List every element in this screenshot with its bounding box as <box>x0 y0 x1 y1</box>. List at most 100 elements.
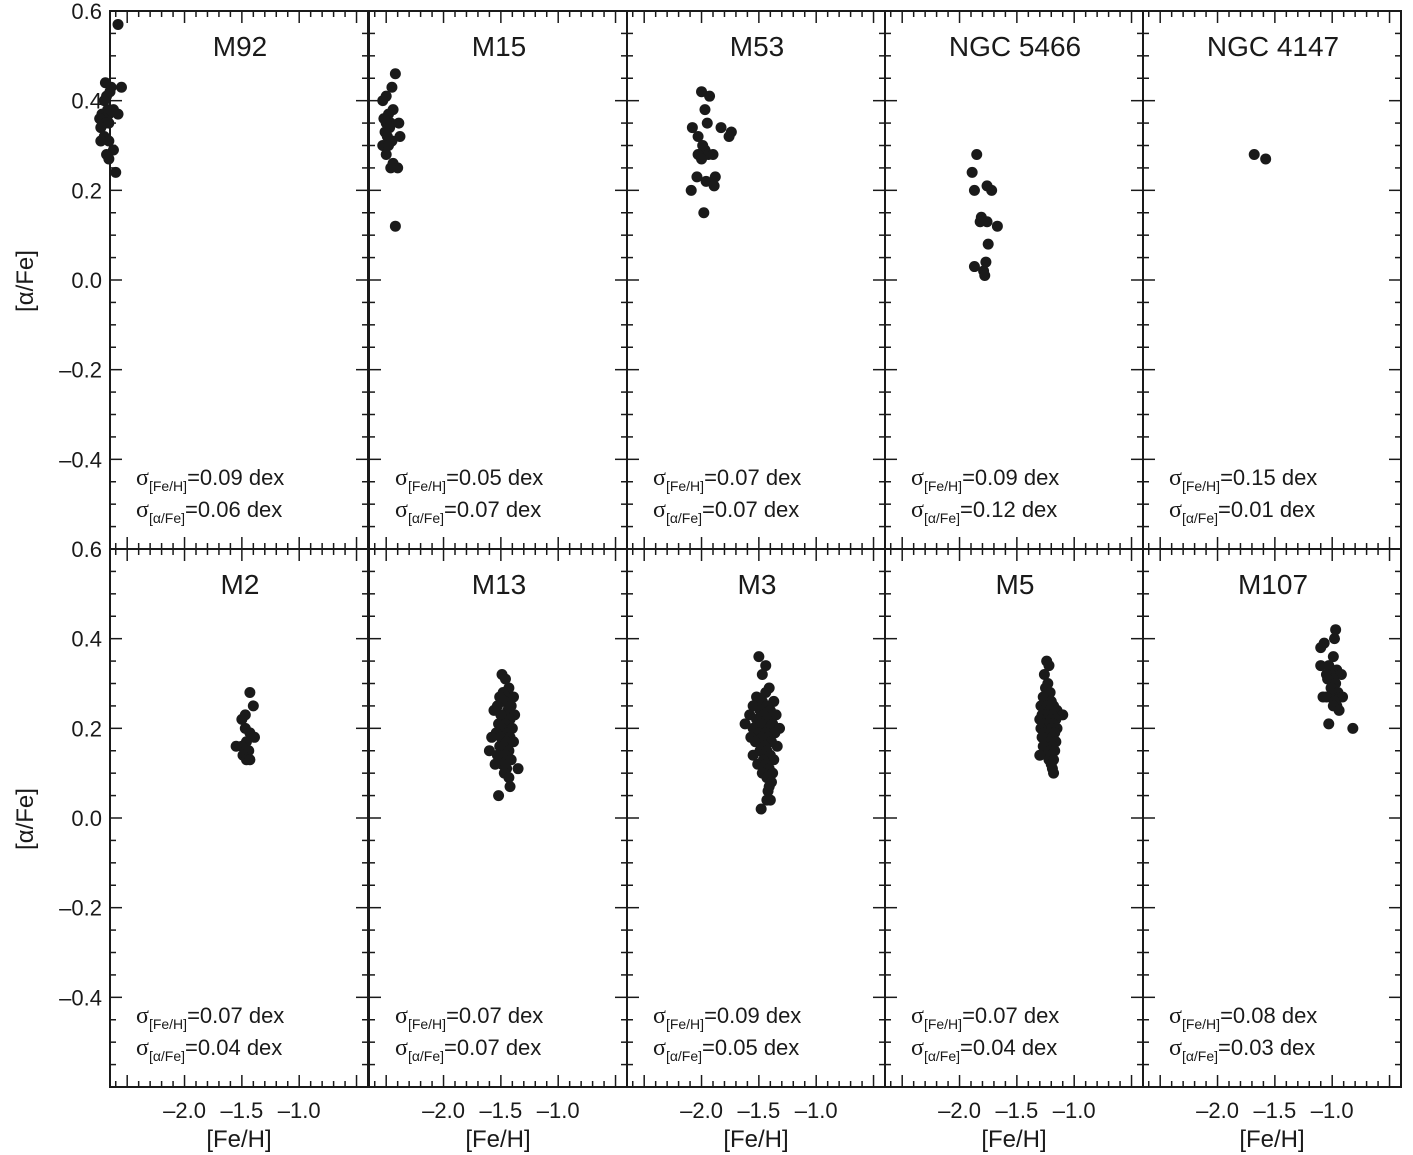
x-tick-label: –1.0 <box>537 1098 580 1123</box>
x-tick-label: –1.5 <box>220 1098 263 1123</box>
panel-title: NGC 4147 <box>1207 31 1339 62</box>
y-tick-label: –0.4 <box>59 447 102 472</box>
data-point <box>248 731 260 743</box>
data-point <box>103 153 115 165</box>
data-point <box>1335 669 1347 681</box>
data-point <box>979 270 991 282</box>
sigma-subscript: [α/Fe] <box>408 510 444 526</box>
sigma-value: =0.09 dex <box>962 465 1059 490</box>
sigma-value: =0.09 dex <box>187 465 284 490</box>
data-point <box>386 81 398 93</box>
panel-m5: –2.0 –1.5 –1.0[Fe/H]M5σ[Fe/H]=0.07 dexσ[α/… <box>884 548 1144 1153</box>
sigma-subscript: [Fe/H] <box>408 1016 446 1032</box>
x-tick-label: –2.0 <box>422 1098 465 1123</box>
data-point <box>756 669 768 681</box>
data-point <box>739 718 751 730</box>
data-point <box>715 122 727 134</box>
x-tick-label: –1.5 <box>1253 1098 1296 1123</box>
sigma-subscript: [Fe/H] <box>666 478 704 494</box>
data-point <box>512 763 524 775</box>
y-tick-label: 0.4 <box>71 627 102 652</box>
data-point <box>1248 148 1260 160</box>
data-point <box>749 736 761 748</box>
sigma-stat: σ[Fe/H]=0.09 dex <box>136 465 284 494</box>
sigma-stat: σ[Fe/H]=0.07 dex <box>136 1003 284 1032</box>
data-point <box>488 704 500 716</box>
data-point <box>1260 153 1272 165</box>
data-point <box>98 95 110 107</box>
data-point <box>1337 691 1349 703</box>
panel-title: M3 <box>738 569 777 600</box>
data-point <box>393 117 405 129</box>
sigma-stat: σ[α/Fe]=0.06 dex <box>136 497 282 526</box>
data-point <box>747 749 759 761</box>
panel-title: M2 <box>221 569 260 600</box>
data-point <box>503 772 515 784</box>
sigma-stat: σ[α/Fe]=0.07 dex <box>653 497 799 526</box>
data-point <box>971 148 983 160</box>
data-point <box>244 754 256 766</box>
sigma-stat: σ[Fe/H]=0.15 dex <box>1169 465 1317 494</box>
data-point <box>389 220 401 232</box>
data-point <box>380 148 392 160</box>
data-point <box>709 171 721 183</box>
panel-title: M13 <box>472 569 526 600</box>
panel-title: M15 <box>472 31 526 62</box>
data-point <box>752 758 764 770</box>
panel-title: M53 <box>730 31 784 62</box>
y-tick-label: 0.2 <box>71 178 102 203</box>
x-tick-label: –1.0 <box>795 1098 838 1123</box>
sigma-symbol: σ <box>653 1035 666 1061</box>
data-point <box>980 256 992 268</box>
data-point <box>708 180 720 192</box>
sigma-symbol: σ <box>395 497 408 523</box>
data-point <box>698 207 710 219</box>
data-point <box>1043 660 1055 672</box>
data-point <box>1320 691 1332 703</box>
data-point <box>685 184 697 196</box>
sigma-subscript: [Fe/H] <box>1182 478 1220 494</box>
sigma-symbol: σ <box>395 465 408 491</box>
data-point <box>377 95 389 107</box>
sigma-stat: σ[α/Fe]=0.07 dex <box>395 1035 541 1064</box>
sigma-symbol: σ <box>395 1035 408 1061</box>
sigma-value: =0.12 dex <box>960 497 1057 522</box>
sigma-stat: σ[α/Fe]=0.04 dex <box>136 1035 282 1064</box>
sigma-symbol: σ <box>136 465 149 491</box>
y-axis-label-bottom: [α/Fe] <box>12 788 39 850</box>
data-point <box>247 700 259 712</box>
y-tick-label: 0.6 <box>71 537 102 562</box>
sigma-symbol: σ <box>136 1035 149 1061</box>
sigma-subscript: [α/Fe] <box>408 1048 444 1064</box>
data-point <box>707 148 719 160</box>
data-point <box>486 731 498 743</box>
data-point <box>1323 718 1335 730</box>
sigma-symbol: σ <box>911 1003 924 1029</box>
data-point <box>981 216 993 228</box>
sigma-symbol: σ <box>136 1003 149 1029</box>
data-point <box>982 238 994 250</box>
x-tick-label: –1.0 <box>1311 1098 1354 1123</box>
data-point <box>686 122 698 134</box>
sigma-value: =0.06 dex <box>185 497 282 522</box>
sigma-subscript: [Fe/H] <box>666 1016 704 1032</box>
data-point <box>1048 767 1060 779</box>
data-point <box>761 794 773 806</box>
data-point <box>99 77 111 89</box>
sigma-subscript: [α/Fe] <box>924 1048 960 1064</box>
sigma-subscript: [α/Fe] <box>149 1048 185 1064</box>
sigma-subscript: [α/Fe] <box>666 1048 702 1064</box>
data-point <box>103 135 115 147</box>
y-tick-label: –0.4 <box>59 985 102 1010</box>
sigma-value: =0.07 dex <box>962 1003 1059 1028</box>
sigma-symbol: σ <box>1169 497 1182 523</box>
data-point <box>966 166 978 178</box>
sigma-value: =0.05 dex <box>446 465 543 490</box>
x-axis-label: [Fe/H] <box>723 1126 788 1153</box>
data-point <box>389 68 401 80</box>
data-point <box>704 90 716 102</box>
